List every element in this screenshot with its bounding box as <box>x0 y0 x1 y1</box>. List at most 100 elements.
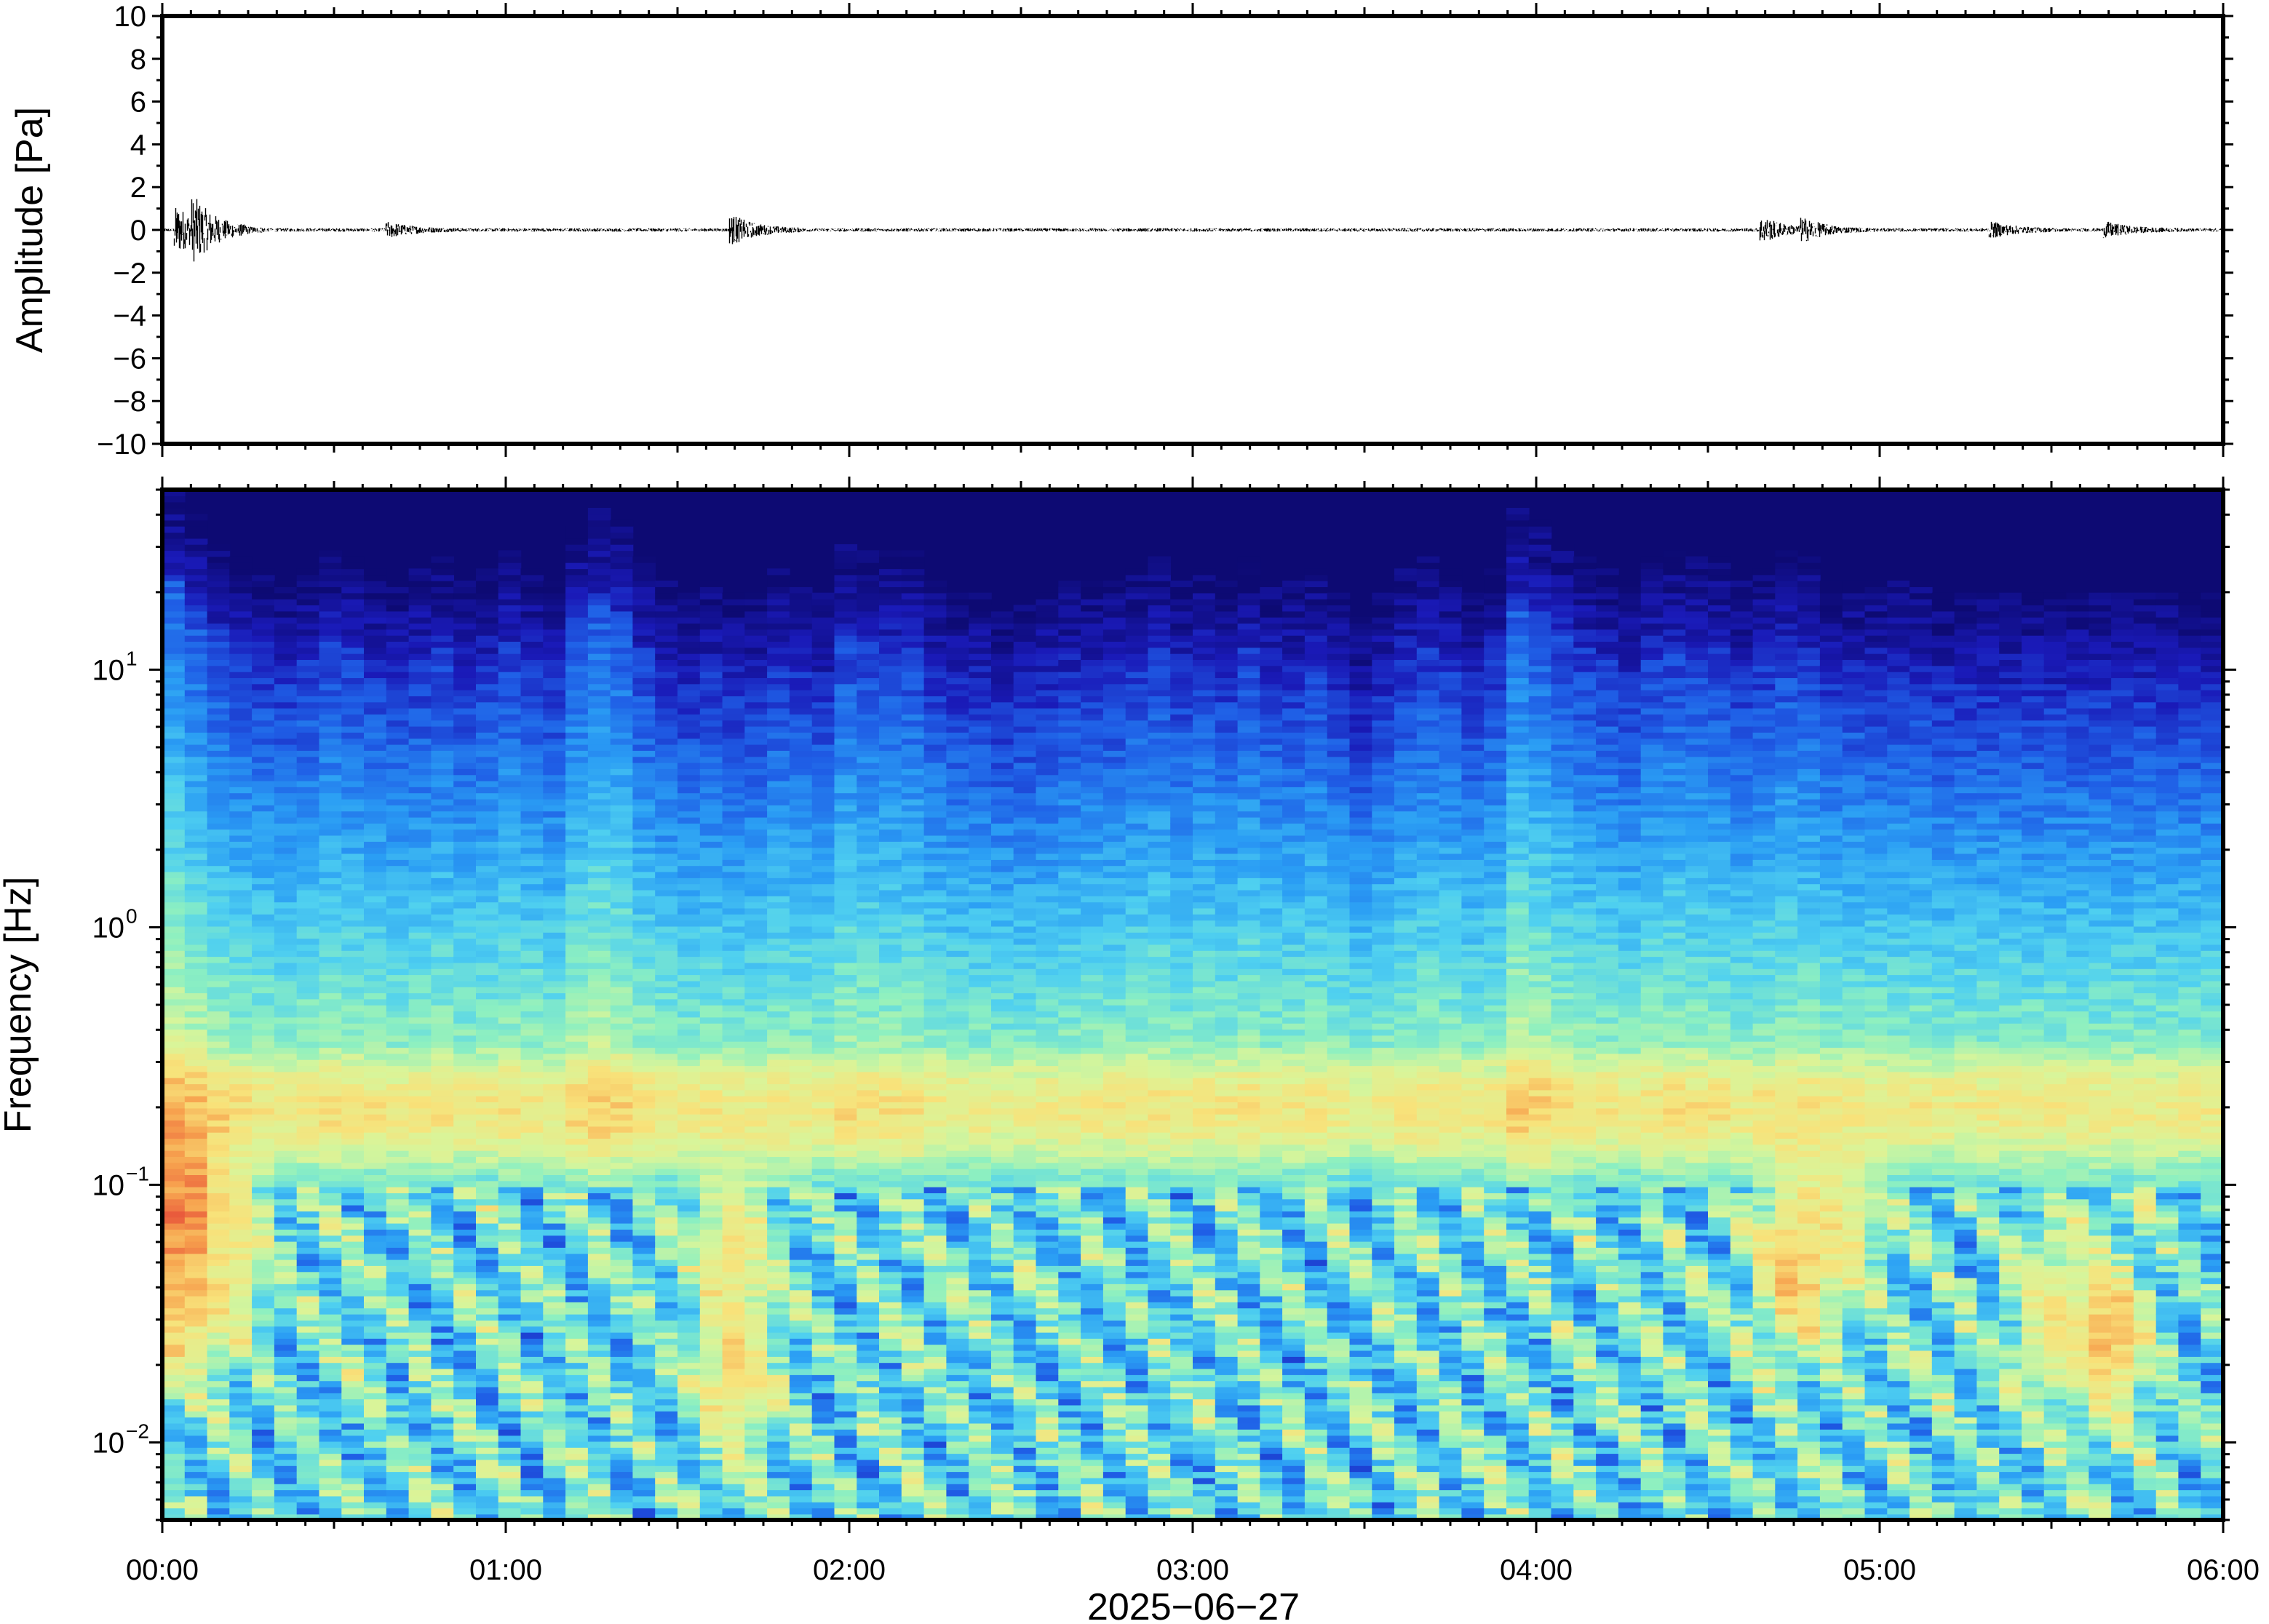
heatmap-cell <box>677 1477 701 1484</box>
heatmap-cell <box>811 1071 835 1078</box>
heatmap-cell <box>252 1078 275 1085</box>
heatmap-cell <box>677 841 701 848</box>
heatmap-cell <box>207 1107 231 1115</box>
heatmap-cell <box>587 1477 611 1484</box>
heatmap-cell <box>476 756 499 763</box>
heatmap-cell <box>520 968 544 976</box>
heatmap-cell <box>319 1144 343 1151</box>
heatmap-cell <box>699 1053 723 1060</box>
heatmap-cell <box>789 1393 813 1400</box>
heatmap-cell <box>408 865 432 872</box>
heatmap-cell <box>431 787 454 794</box>
heatmap-cell <box>565 605 589 612</box>
heatmap-cell <box>722 1283 746 1291</box>
heatmap-cell <box>789 1459 813 1466</box>
heatmap-cell <box>229 841 253 848</box>
heatmap-cell <box>476 1193 499 1200</box>
heatmap-cell <box>543 932 566 939</box>
heatmap-cell <box>252 568 275 576</box>
heatmap-cell <box>699 1174 723 1182</box>
heatmap-cell <box>162 1289 186 1297</box>
heatmap-cell <box>565 1126 589 1133</box>
heatmap-cell <box>520 980 544 987</box>
heatmap-cell <box>341 1005 365 1012</box>
heatmap-cell <box>744 1053 768 1060</box>
heatmap-cell <box>229 1508 253 1515</box>
heatmap-cell <box>453 1047 477 1054</box>
heatmap-cell <box>453 1283 477 1291</box>
heatmap-cell <box>274 1005 298 1012</box>
heatmap-cell <box>184 714 208 721</box>
heatmap-cell <box>476 1465 499 1473</box>
heatmap-cell <box>498 1271 522 1278</box>
heatmap-cell <box>207 1065 231 1072</box>
heatmap-cell <box>565 1029 589 1036</box>
heatmap-cell <box>789 1180 813 1187</box>
heatmap-cell <box>296 768 320 776</box>
heatmap-cell <box>565 829 589 836</box>
heatmap-cell <box>408 683 432 690</box>
heatmap-cell <box>744 1513 768 1520</box>
heatmap-cell <box>677 653 701 660</box>
heatmap-cell <box>498 1011 522 1018</box>
heatmap-cell <box>476 1247 499 1254</box>
heatmap-cell <box>341 677 365 685</box>
heatmap-cell <box>476 1131 499 1139</box>
heatmap-cell <box>655 616 678 624</box>
heatmap-cell <box>341 896 365 903</box>
heatmap-cell <box>565 883 589 891</box>
heatmap-cell <box>341 798 365 805</box>
heatmap-cell <box>408 889 432 896</box>
heatmap-cell <box>229 1016 253 1024</box>
heatmap-cell <box>431 1386 454 1393</box>
heatmap-cell <box>386 811 410 818</box>
heatmap-cell <box>677 732 701 739</box>
heatmap-cell <box>767 1065 790 1072</box>
heatmap-cell <box>408 647 432 654</box>
heatmap-cell <box>655 1247 678 1254</box>
heatmap-cell <box>296 1071 320 1078</box>
heatmap-cell <box>408 877 432 885</box>
heatmap-cell <box>408 1071 432 1078</box>
heatmap-cell <box>632 1193 656 1200</box>
heatmap-cell <box>274 756 298 763</box>
heatmap-cell <box>274 1386 298 1393</box>
heatmap-cell <box>811 1447 835 1454</box>
heatmap-cell <box>610 829 634 836</box>
heatmap-cell <box>364 938 387 945</box>
heatmap-cell <box>162 634 186 642</box>
heatmap-cell <box>341 683 365 690</box>
heatmap-cell <box>811 932 835 939</box>
heatmap-cell <box>431 1162 454 1169</box>
heatmap-cell <box>789 901 813 909</box>
heatmap-cell <box>744 883 768 891</box>
heatmap-cell <box>565 962 589 969</box>
heatmap-cell <box>364 1107 387 1115</box>
heatmap-cell <box>543 901 566 909</box>
heatmap-cell <box>162 1144 186 1151</box>
heatmap-cell <box>453 1393 477 1400</box>
heatmap-cell <box>587 1023 611 1030</box>
heatmap-cell <box>341 1011 365 1018</box>
heatmap-cell <box>789 1217 813 1224</box>
heatmap-cell <box>767 774 790 781</box>
heatmap-cell <box>610 823 634 830</box>
heatmap-cell <box>229 586 253 594</box>
heatmap-cell <box>722 1204 746 1211</box>
heatmap-cell <box>364 950 387 958</box>
heatmap-cell <box>789 1198 813 1206</box>
heatmap-cell <box>162 1453 186 1460</box>
heatmap-cell <box>543 1484 566 1491</box>
heatmap-cell <box>565 835 589 842</box>
heatmap-cell <box>408 1193 432 1200</box>
heatmap-cell <box>364 896 387 903</box>
heatmap-cell <box>207 835 231 842</box>
heatmap-cell <box>811 956 835 963</box>
heatmap-cell <box>632 1502 656 1509</box>
heatmap-cell <box>587 1320 611 1327</box>
heatmap-cell <box>520 1113 544 1121</box>
heatmap-cell <box>319 998 343 1006</box>
heatmap-cell <box>408 629 432 636</box>
heatmap-cell <box>565 805 589 812</box>
heatmap-cell <box>744 1307 768 1315</box>
